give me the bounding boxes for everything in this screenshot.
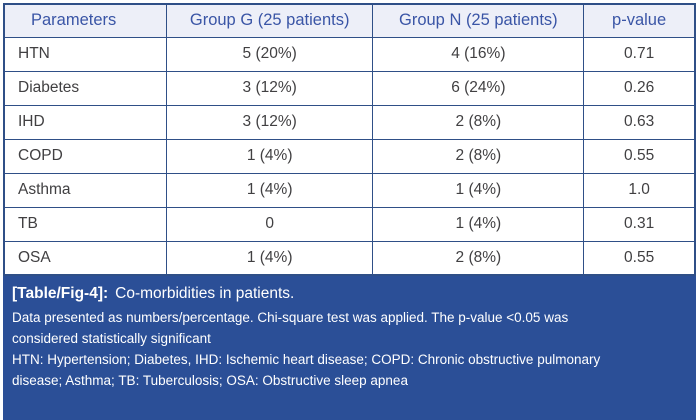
cell-group-g: 5 (20%) bbox=[165, 36, 374, 72]
cell-group-g: 1 (4%) bbox=[165, 240, 374, 276]
cell-group-n: 6 (24%) bbox=[372, 70, 585, 106]
cell-p-value: 1.0 bbox=[583, 172, 696, 208]
table-row-diabetes: Diabetes 3 (12%) 6 (24%) 0.26 bbox=[3, 70, 696, 106]
caption-note-line-3: HTN: Hypertension; Diabetes, IHD: Ischem… bbox=[12, 352, 601, 367]
cell-group-g: 1 (4%) bbox=[165, 138, 374, 174]
column-header-group-n: Group N (25 patients) bbox=[372, 3, 585, 38]
cell-group-n: 2 (8%) bbox=[372, 240, 585, 276]
caption-note-line-2: considered statistically significant bbox=[12, 331, 211, 346]
cell-parameter: Diabetes bbox=[3, 70, 167, 106]
cell-parameter: IHD bbox=[3, 104, 167, 140]
cell-group-g: 3 (12%) bbox=[165, 70, 374, 106]
cell-group-n: 4 (16%) bbox=[372, 36, 585, 72]
cell-group-n: 1 (4%) bbox=[372, 172, 585, 208]
cell-parameter: COPD bbox=[3, 138, 167, 174]
comorbidities-table: Parameters Group G (25 patients) Group N… bbox=[3, 3, 696, 276]
column-header-parameters: Parameters bbox=[3, 3, 167, 38]
cell-p-value: 0.55 bbox=[583, 240, 696, 276]
table-row-ihd: IHD 3 (12%) 2 (8%) 0.63 bbox=[3, 104, 696, 140]
header-row: Parameters Group G (25 patients) Group N… bbox=[3, 3, 696, 38]
cell-group-g: 3 (12%) bbox=[165, 104, 374, 140]
cell-group-n: 2 (8%) bbox=[372, 138, 585, 174]
cell-p-value: 0.55 bbox=[583, 138, 696, 174]
cell-parameter: HTN bbox=[3, 36, 167, 72]
column-header-p-value: p-value bbox=[583, 3, 696, 38]
caption-label: [Table/Fig-4]: bbox=[12, 285, 109, 302]
table-row-asthma: Asthma 1 (4%) 1 (4%) 1.0 bbox=[3, 172, 696, 208]
caption-title-text: Co-morbidities in patients. bbox=[115, 285, 295, 302]
cell-parameter: OSA bbox=[3, 240, 167, 276]
table-row-copd: COPD 1 (4%) 2 (8%) 0.55 bbox=[3, 138, 696, 174]
table-row-tb: TB 0 1 (4%) 0.31 bbox=[3, 206, 696, 242]
caption-note-line-1: Data presented as numbers/percentage. Ch… bbox=[12, 310, 569, 325]
table-body: HTN 5 (20%) 4 (16%) 0.71 Diabetes 3 (12%… bbox=[3, 36, 696, 276]
cell-p-value: 0.31 bbox=[583, 206, 696, 242]
column-header-group-g: Group G (25 patients) bbox=[165, 3, 374, 38]
cell-p-value: 0.26 bbox=[583, 70, 696, 106]
table-header: Parameters Group G (25 patients) Group N… bbox=[3, 3, 696, 38]
cell-group-n: 2 (8%) bbox=[372, 104, 585, 140]
cell-group-g: 1 (4%) bbox=[165, 172, 374, 208]
caption-title: [Table/Fig-4]: Co-morbidities in patients… bbox=[12, 283, 686, 305]
table-row-htn: HTN 5 (20%) 4 (16%) 0.71 bbox=[3, 36, 696, 72]
cell-p-value: 0.71 bbox=[583, 36, 696, 72]
cell-group-n: 1 (4%) bbox=[372, 206, 585, 242]
cell-parameter: TB bbox=[3, 206, 167, 242]
cell-p-value: 0.63 bbox=[583, 104, 696, 140]
cell-group-g: 0 bbox=[165, 206, 374, 242]
figure-caption: [Table/Fig-4]: Co-morbidities in patients… bbox=[3, 276, 696, 420]
caption-note-line-4: disease; Asthma; TB: Tuberculosis; OSA: … bbox=[12, 373, 408, 388]
table-row-osa: OSA 1 (4%) 2 (8%) 0.55 bbox=[3, 240, 696, 276]
cell-parameter: Asthma bbox=[3, 172, 167, 208]
